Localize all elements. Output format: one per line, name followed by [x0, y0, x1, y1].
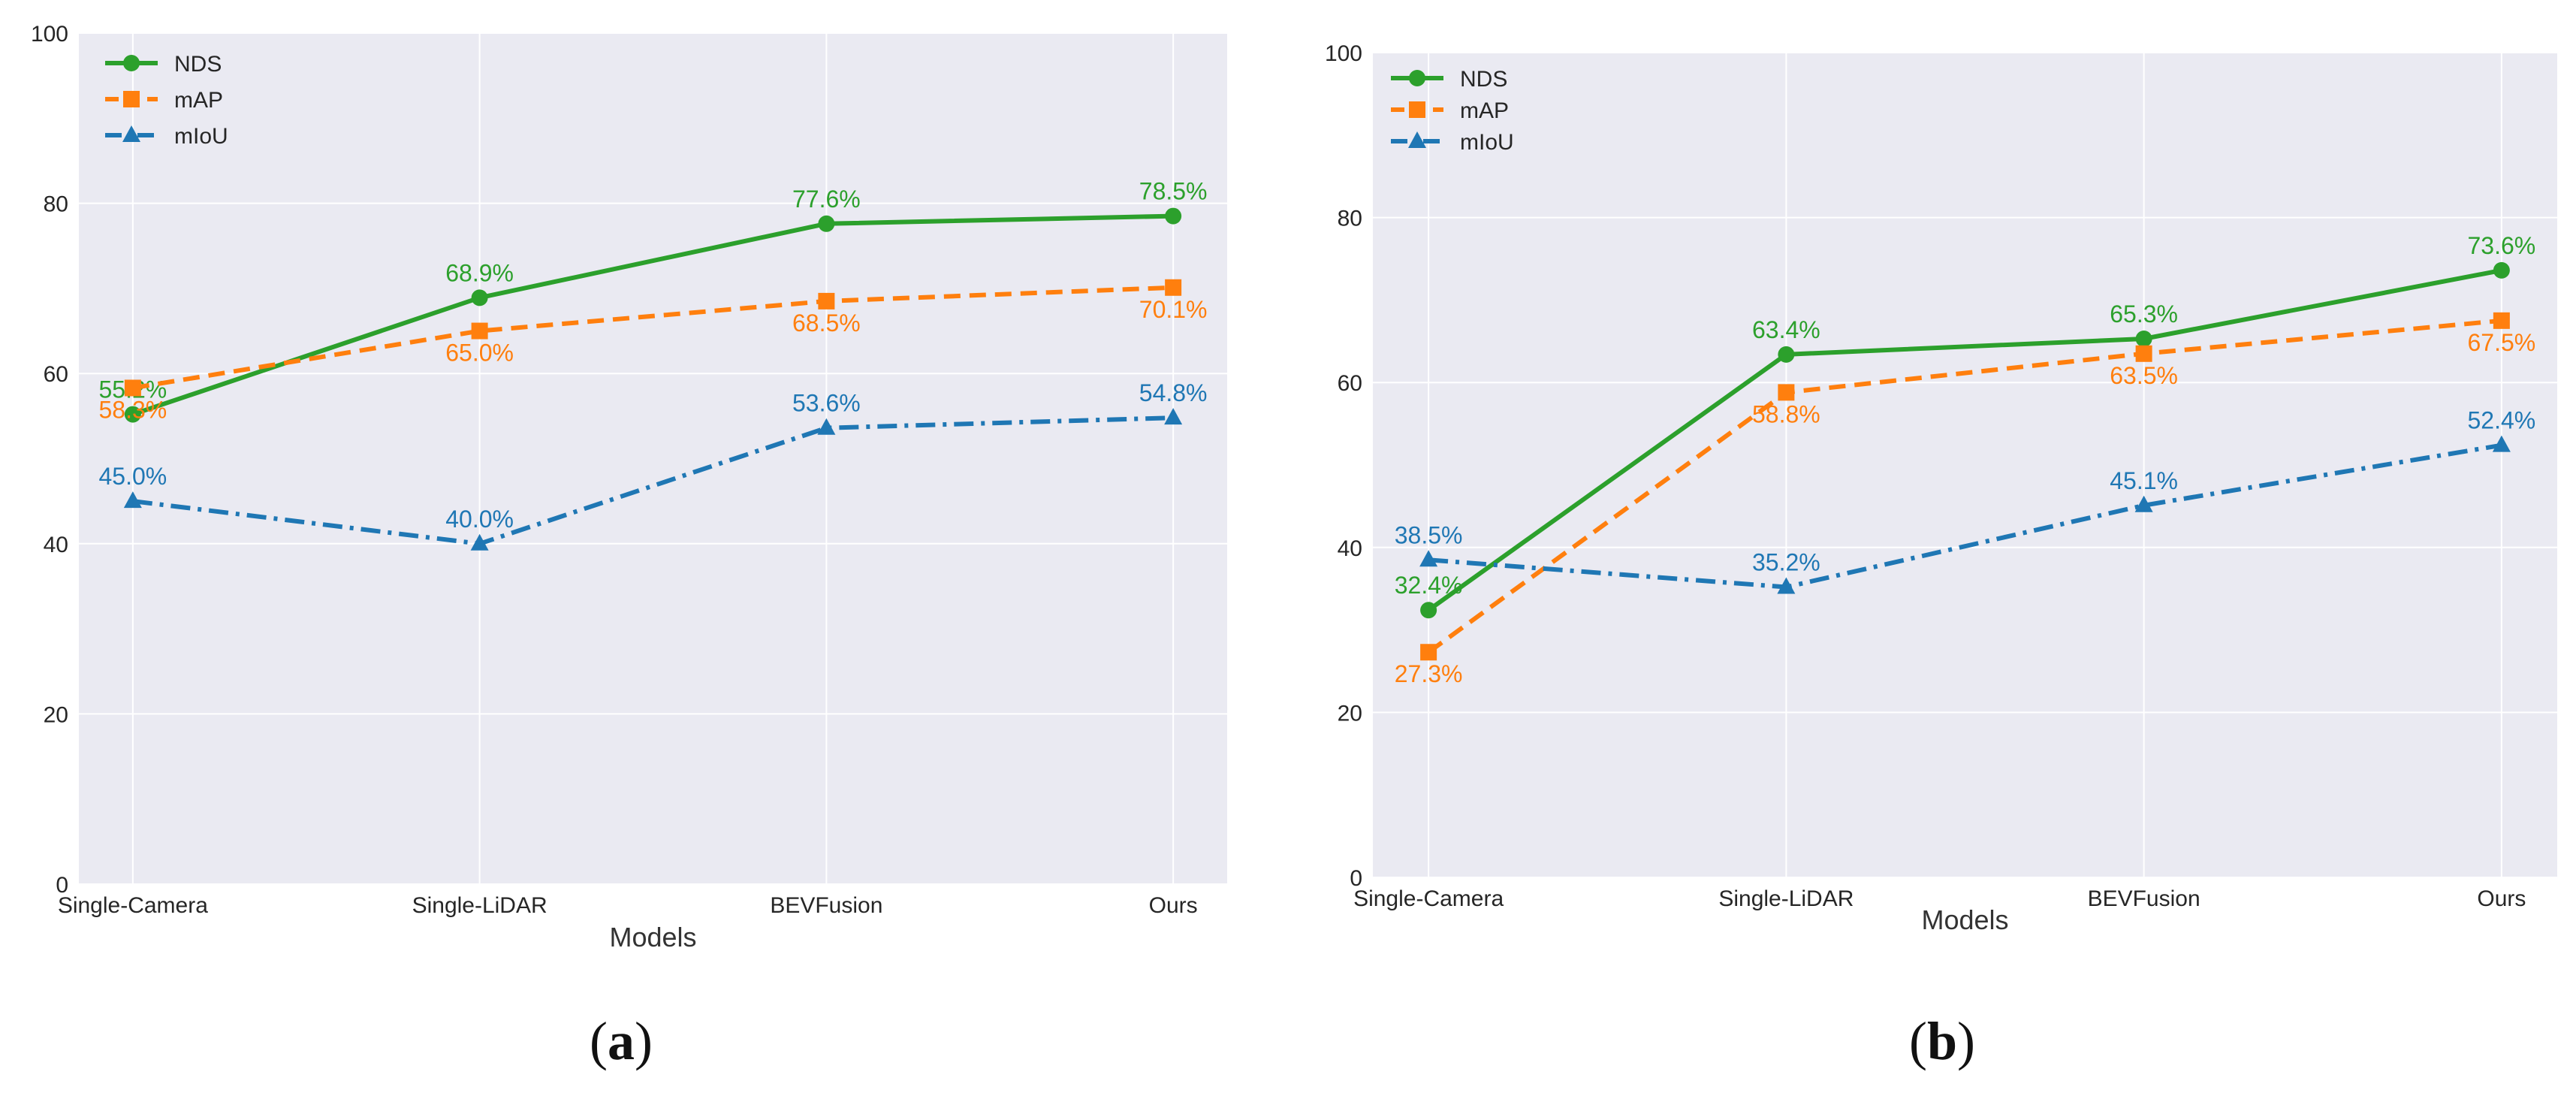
- data-label-miou: 38.5%: [1395, 521, 1463, 548]
- x-tick-label: Single-LiDAR: [412, 893, 547, 918]
- y-tick-label: 80: [1338, 207, 1362, 231]
- data-point-nds: [124, 406, 141, 423]
- x-tick-label: Single-Camera: [1353, 886, 1504, 911]
- data-label-map: 58.8%: [1752, 400, 1820, 427]
- chart-b: 0 20 40 60 80 100 Single-Camera Single-LiDAR BEV…: [1325, 41, 2557, 935]
- series-line-map: [1427, 318, 2502, 654]
- data-point-nds: [1420, 602, 1437, 619]
- x-axis-label: Models: [609, 922, 696, 953]
- data-label-map: 58.3%: [98, 396, 167, 423]
- legend-label-miou: mIoU: [174, 124, 228, 149]
- x-tick-label: BEVFusion: [2088, 886, 2200, 911]
- data-point-miou: [817, 418, 836, 435]
- data-label-miou: 45.1%: [2110, 467, 2178, 494]
- data-point-nds: [2135, 331, 2152, 348]
- data-label-map: 67.5%: [2468, 329, 2536, 356]
- legend-label-nds: NDS: [1460, 67, 1507, 92]
- data-point-map: [471, 322, 488, 340]
- data-point-map: [1165, 279, 1182, 296]
- data-label-miou: 53.6%: [792, 390, 861, 417]
- caption-a: (a): [590, 1011, 653, 1071]
- data-label-map: 27.3%: [1395, 660, 1463, 687]
- legend-label-nds: NDS: [174, 52, 222, 77]
- data-label-miou: 54.8%: [1139, 379, 1208, 406]
- data-point-miou: [1777, 577, 1796, 594]
- plot-area: [79, 33, 1227, 884]
- data-point-nds: [818, 215, 835, 232]
- data-label-nds: 32.4%: [1395, 572, 1463, 599]
- x-tick-label: Ours: [1149, 893, 1198, 918]
- plot-area: [1373, 53, 2557, 877]
- data-point-nds: [2493, 261, 2510, 279]
- data-label-map: 65.0%: [445, 340, 514, 367]
- legend-label-map: mAP: [174, 88, 223, 113]
- data-point-miou: [1419, 550, 1438, 567]
- data-label-nds: 78.5%: [1139, 178, 1208, 205]
- y-tick-label: 20: [44, 702, 68, 727]
- data-label-nds: 77.6%: [792, 186, 861, 213]
- y-tick-label: 0: [56, 873, 68, 898]
- x-axis-label: Models: [1921, 904, 2008, 935]
- data-label-nds: 65.3%: [2110, 300, 2178, 328]
- y-tick-label: 40: [44, 533, 68, 557]
- legend-marker-miou: [1408, 131, 1426, 148]
- y-tick-label: 80: [44, 192, 68, 217]
- y-tick-label: 40: [1338, 536, 1362, 561]
- x-tick-label: BEVFusion: [770, 893, 882, 918]
- data-point-nds: [1165, 207, 1182, 225]
- data-label-nds: 63.4%: [1752, 316, 1820, 343]
- legend-marker-map: [123, 91, 140, 107]
- data-point-nds: [1778, 346, 1795, 363]
- legend-marker-nds: [123, 55, 140, 71]
- series-line-miou: [132, 415, 1174, 546]
- data-point-miou: [2492, 435, 2511, 452]
- data-point-map: [124, 379, 141, 397]
- data-label-miou: 45.0%: [98, 463, 167, 490]
- x-tick-label: Single-LiDAR: [1718, 886, 1854, 911]
- data-point-miou: [123, 491, 142, 509]
- series-line-nds: [131, 213, 1174, 417]
- x-tick-label: Ours: [2477, 886, 2526, 911]
- legend-marker-nds: [1409, 70, 1425, 86]
- data-point-map: [2135, 345, 2152, 362]
- legend-label-map: mAP: [1460, 98, 1509, 123]
- data-label-miou: 52.4%: [2468, 407, 2536, 434]
- data-label-miou: 35.2%: [1752, 549, 1820, 576]
- caption-b: (b): [1908, 1011, 1975, 1071]
- chart-a: 0 20 40 60 80 100 Single-Camera Single-LiDAR BEV…: [31, 22, 1227, 953]
- y-tick-label: 60: [44, 362, 68, 387]
- data-point-map: [2493, 312, 2510, 329]
- data-point-miou: [1164, 408, 1183, 425]
- data-point-nds: [471, 289, 488, 306]
- y-tick-label: 0: [1350, 866, 1362, 891]
- x-tick-label: Single-Camera: [58, 893, 208, 918]
- y-tick-label: 100: [31, 22, 68, 47]
- series-line-miou: [1428, 442, 2502, 590]
- data-label-map: 70.1%: [1139, 296, 1208, 323]
- y-tick-label: 100: [1325, 41, 1362, 66]
- data-point-map: [1778, 384, 1795, 401]
- data-label-nds: 73.6%: [2468, 232, 2536, 259]
- legend-marker-map: [1409, 101, 1425, 118]
- data-label-miou: 40.0%: [445, 506, 514, 533]
- legend-label-miou: mIoU: [1460, 130, 1514, 155]
- y-tick-label: 60: [1338, 371, 1362, 396]
- data-label-map: 68.5%: [792, 309, 861, 337]
- series-line-nds: [1427, 267, 2502, 612]
- legend-marker-miou: [122, 125, 140, 142]
- data-point-miou: [470, 533, 489, 551]
- series-line-map: [132, 285, 1174, 391]
- y-tick-label: 20: [1338, 701, 1362, 726]
- data-label-nds: 68.9%: [445, 259, 514, 286]
- data-point-miou: [2134, 495, 2153, 512]
- data-point-map: [1420, 644, 1437, 661]
- data-point-map: [818, 292, 835, 309]
- data-label-map: 63.5%: [2110, 362, 2178, 389]
